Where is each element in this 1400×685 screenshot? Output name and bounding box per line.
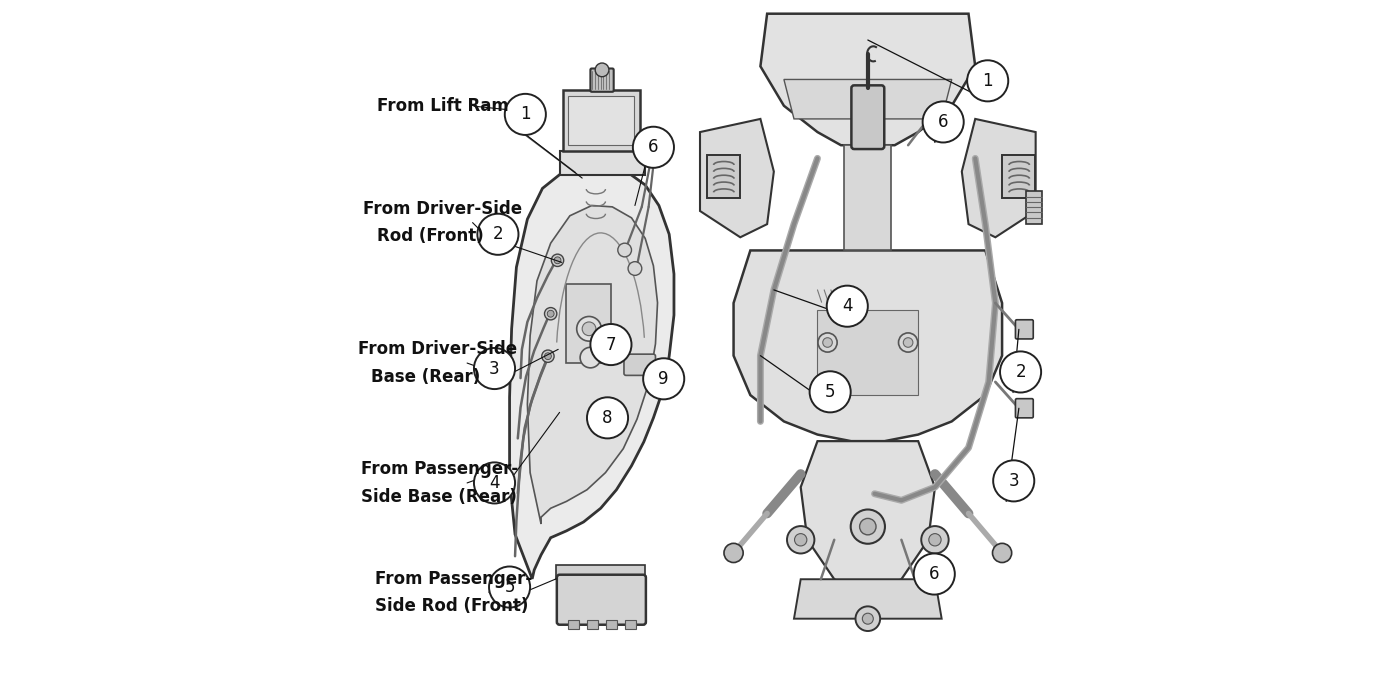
Circle shape xyxy=(475,348,515,389)
FancyBboxPatch shape xyxy=(567,284,610,363)
Text: 1: 1 xyxy=(519,105,531,123)
Text: 4: 4 xyxy=(489,474,500,492)
Text: 6: 6 xyxy=(648,138,658,156)
Text: 2: 2 xyxy=(1015,363,1026,381)
Text: Side Rod (Front): Side Rod (Front) xyxy=(375,597,528,615)
Circle shape xyxy=(489,566,531,608)
Circle shape xyxy=(643,358,685,399)
Circle shape xyxy=(860,519,876,535)
Polygon shape xyxy=(700,119,774,237)
Circle shape xyxy=(921,526,949,553)
Circle shape xyxy=(724,543,743,562)
Circle shape xyxy=(993,543,1012,562)
FancyBboxPatch shape xyxy=(587,620,598,629)
Text: Rod (Front): Rod (Front) xyxy=(377,227,483,245)
Circle shape xyxy=(554,257,561,264)
Circle shape xyxy=(633,127,673,168)
Circle shape xyxy=(629,262,641,275)
Text: 7: 7 xyxy=(606,336,616,353)
FancyBboxPatch shape xyxy=(624,354,655,375)
Polygon shape xyxy=(734,251,1002,441)
Circle shape xyxy=(587,397,629,438)
Polygon shape xyxy=(844,145,892,251)
FancyBboxPatch shape xyxy=(626,620,636,629)
Polygon shape xyxy=(510,168,673,579)
Circle shape xyxy=(809,371,851,412)
Circle shape xyxy=(795,534,806,546)
Circle shape xyxy=(914,553,955,595)
Circle shape xyxy=(818,333,837,352)
Circle shape xyxy=(547,310,554,317)
Circle shape xyxy=(967,60,1008,101)
Circle shape xyxy=(787,526,815,553)
Text: 5: 5 xyxy=(825,383,836,401)
Text: From Driver-Side: From Driver-Side xyxy=(357,340,517,358)
Circle shape xyxy=(899,333,917,352)
FancyBboxPatch shape xyxy=(568,96,634,145)
FancyBboxPatch shape xyxy=(1015,399,1033,418)
Circle shape xyxy=(542,350,554,362)
Polygon shape xyxy=(962,119,1036,237)
FancyBboxPatch shape xyxy=(851,86,885,149)
Polygon shape xyxy=(784,79,952,119)
Text: Base (Rear): Base (Rear) xyxy=(371,368,480,386)
Polygon shape xyxy=(818,310,918,395)
Circle shape xyxy=(591,324,631,365)
Text: From Driver-Side: From Driver-Side xyxy=(363,200,522,218)
Text: 3: 3 xyxy=(489,360,500,377)
FancyBboxPatch shape xyxy=(1015,320,1033,339)
Polygon shape xyxy=(528,206,658,524)
Circle shape xyxy=(617,243,631,257)
Text: 5: 5 xyxy=(504,578,515,596)
FancyBboxPatch shape xyxy=(557,575,645,625)
FancyBboxPatch shape xyxy=(563,90,640,151)
Circle shape xyxy=(903,338,913,347)
Circle shape xyxy=(477,214,518,255)
Polygon shape xyxy=(560,151,645,175)
Circle shape xyxy=(505,94,546,135)
Polygon shape xyxy=(794,580,942,619)
Text: From Passenger-: From Passenger- xyxy=(361,460,518,478)
Circle shape xyxy=(823,338,833,347)
Circle shape xyxy=(928,534,941,546)
FancyBboxPatch shape xyxy=(606,620,617,629)
Text: 2: 2 xyxy=(493,225,503,243)
Text: Side Base (Rear): Side Base (Rear) xyxy=(361,488,517,506)
Text: 9: 9 xyxy=(658,370,669,388)
Text: 8: 8 xyxy=(602,409,613,427)
Text: From Passenger-: From Passenger- xyxy=(375,570,532,588)
Polygon shape xyxy=(1026,191,1043,224)
Circle shape xyxy=(580,347,601,368)
FancyBboxPatch shape xyxy=(1002,155,1035,198)
FancyBboxPatch shape xyxy=(707,155,739,198)
Text: 6: 6 xyxy=(938,113,948,131)
FancyBboxPatch shape xyxy=(568,620,578,629)
Circle shape xyxy=(545,308,557,320)
Circle shape xyxy=(923,101,963,142)
Text: 3: 3 xyxy=(1008,472,1019,490)
Circle shape xyxy=(855,606,881,631)
Polygon shape xyxy=(556,565,645,579)
Text: 4: 4 xyxy=(841,297,853,315)
FancyBboxPatch shape xyxy=(591,68,613,92)
Circle shape xyxy=(851,510,885,544)
Polygon shape xyxy=(801,441,935,593)
Circle shape xyxy=(582,322,596,336)
Circle shape xyxy=(545,353,552,360)
Circle shape xyxy=(827,286,868,327)
Text: 6: 6 xyxy=(930,565,939,583)
Polygon shape xyxy=(760,14,976,145)
Circle shape xyxy=(577,316,602,341)
Circle shape xyxy=(862,613,874,624)
Circle shape xyxy=(595,63,609,77)
Text: 1: 1 xyxy=(983,72,993,90)
Circle shape xyxy=(993,460,1035,501)
Circle shape xyxy=(552,254,564,266)
Circle shape xyxy=(1000,351,1042,393)
Text: From Lift Ram: From Lift Ram xyxy=(377,97,508,115)
Circle shape xyxy=(475,462,515,503)
